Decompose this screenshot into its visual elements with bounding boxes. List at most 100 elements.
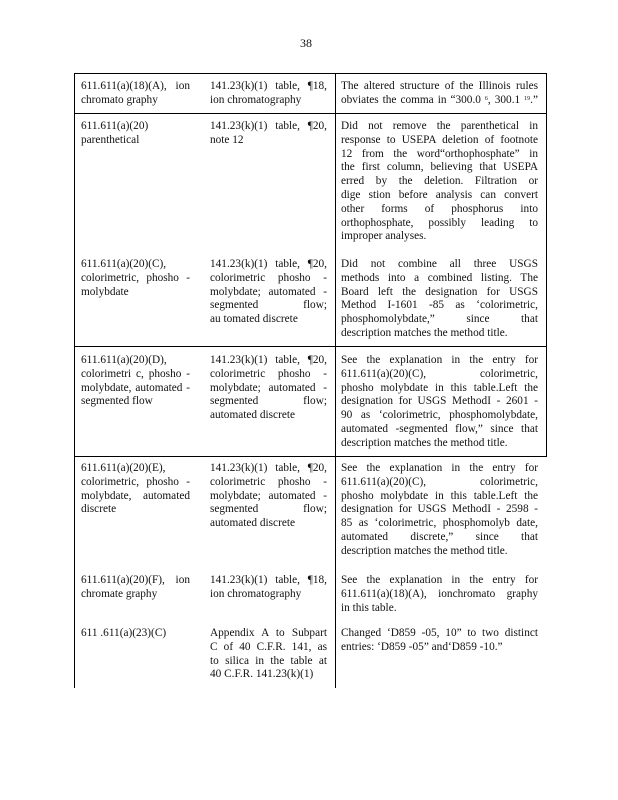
- text-line: ion chromatography: [210, 93, 302, 106]
- text-line: ion chromatography: [210, 587, 302, 600]
- row5-explanation-cell: See the explanation in the entry for 611.…: [341, 462, 538, 559]
- text-line: 141.23(k)(1) table, ¶20,: [210, 258, 327, 270]
- text-segment: .”: [530, 93, 539, 106]
- text-line: orthophosphate, possibly leading to: [341, 216, 538, 229]
- text-line: erred by the deletion. Filtration or: [341, 175, 538, 188]
- text-line: discrete: [81, 503, 117, 516]
- text-line: improper analyses.: [341, 230, 427, 243]
- text-line: the first column, believing that USEPA: [341, 161, 538, 174]
- row2-rule-cell: 611.611(a)(20) parenthetical: [81, 120, 190, 148]
- text-line: molybdate, automated: [81, 489, 190, 502]
- text-line: 141.23(k)(1) table, ¶20,: [210, 120, 327, 132]
- text-line: colorimetric phosho -: [210, 475, 327, 488]
- text-segment: obviates the comma in “300.0: [341, 93, 485, 106]
- text-line: Method I-1601 -85 as ‘colorimetric,: [341, 299, 538, 312]
- footnote-ref: 6: [484, 95, 488, 102]
- text-line: 611.611(a)(20)(C), colorimetric,: [341, 367, 538, 380]
- row4-rule-cell: 611.611(a)(20)(D), colorimetri c, phosho …: [81, 354, 190, 409]
- table-right-border: [546, 73, 547, 347]
- text-line: 611.611(a)(20)(C),: [81, 258, 167, 270]
- text-line: automated -segmented flow,” since that: [341, 422, 538, 435]
- text-line: automated discrete: [210, 409, 296, 422]
- text-line: 40 C.F.R. 141.23(k)(1): [210, 668, 314, 681]
- text-line: segmented flow: [81, 395, 153, 408]
- row3-explanation-cell: Did not combine all three USGS methods in…: [341, 258, 538, 341]
- row3-federal-cell: 141.23(k)(1) table, ¶20, colorimetric pho…: [210, 258, 327, 327]
- text-line: 141.23(k)(1) table, ¶20,: [210, 462, 327, 474]
- text-line: colorimetric phosho -: [210, 367, 327, 380]
- text-line: 141.23(k)(1) table, ¶18,: [210, 574, 327, 586]
- text-line: obviates the comma in “300.0 6, 300.1 19…: [341, 94, 538, 108]
- text-line: Board left the designation for USGS: [341, 285, 538, 298]
- text-line: designation for USGS MethodI - 2598 -: [341, 503, 538, 516]
- row7-rule-cell: 611 .611(a)(23)(C): [81, 627, 190, 641]
- column-divider: [335, 73, 336, 688]
- row-divider: [74, 113, 547, 114]
- text-line: 611.611(a)(18)(A), ionchromato graphy: [341, 587, 538, 600]
- text-line: Did not combine all three USGS: [341, 258, 538, 270]
- page-number: 38: [300, 36, 312, 50]
- text-line: 611.611(a)(20)(D),: [81, 354, 167, 366]
- text-line: See the explanation in the entry for: [341, 354, 538, 366]
- row6-rule-cell: 611.611(a)(20)(F), ion chromate graphy: [81, 574, 190, 602]
- row1-explanation-cell: The altered structure of the Illinois ru…: [341, 80, 538, 108]
- text-line: to silica in the table at: [210, 654, 327, 667]
- row1-federal-cell: 141.23(k)(1) table, ¶18, ion chromatogra…: [210, 80, 327, 108]
- text-line: entries: ‘D859 -05” and‘D859 -10.”: [341, 640, 503, 653]
- row4-explanation-cell: See the explanation in the entry for 611.…: [341, 354, 538, 451]
- text-line: designation for USGS MethodI - 2601 -: [341, 395, 538, 408]
- row7-explanation-cell: Changed ‘D859 -05, 10” to two distinct en…: [341, 627, 538, 655]
- text-line: Did not remove the parenthetical in: [341, 120, 538, 132]
- text-line: molybdate; automated -: [210, 489, 327, 502]
- text-line: molybdate: [81, 285, 129, 298]
- text-line: description matches the method title.: [341, 326, 508, 339]
- footnote-ref: 19: [524, 95, 531, 102]
- text-line: 12 from the word“orthophosphate” in: [341, 147, 538, 160]
- text-line: segmented flow;: [210, 395, 327, 408]
- text-line: au tomated discrete: [210, 313, 298, 326]
- text-line: chromato graphy: [81, 93, 158, 106]
- text-line: 141.23(k)(1) table, ¶20,: [210, 354, 327, 366]
- text-line: The altered structure of the Illinois ru…: [341, 80, 538, 92]
- text-line: 611.611(a)(20)(F), ion: [81, 574, 190, 586]
- text-line: 611 .611(a)(23)(C): [81, 627, 167, 639]
- text-line: 611.611(a)(18)(A), ion: [81, 80, 190, 92]
- text-line: C of 40 C.F.R. 141, as: [210, 640, 327, 653]
- text-line: See the explanation in the entry for: [341, 462, 538, 474]
- text-line: 85 as ‘colorimetric, phosphomolyb date,: [341, 517, 538, 530]
- text-line: See the explanation in the entry for: [341, 574, 538, 586]
- text-line: segmented flow;: [210, 299, 327, 312]
- text-line: colorimetri c, phosho -: [81, 367, 190, 380]
- text-line: methods into a combined listing. The: [341, 271, 538, 284]
- text-line: Appendix A to Subpart: [210, 627, 327, 639]
- row2-federal-cell: 141.23(k)(1) table, ¶20, note 12: [210, 120, 327, 148]
- text-line: colorimetric, phosho -: [81, 271, 190, 284]
- text-segment: , 300.1: [487, 93, 525, 106]
- text-line: 611.611(a)(20)(C), colorimetric,: [341, 475, 538, 488]
- row6-explanation-cell: See the explanation in the entry for 611.…: [341, 574, 538, 615]
- text-line: 611.611(a)(20): [81, 120, 149, 132]
- table-right-border: [546, 346, 547, 457]
- row7-federal-cell: Appendix A to Subpart C of 40 C.F.R. 141,…: [210, 627, 327, 682]
- text-line: phosho molybdate in this table.Left the: [341, 489, 538, 502]
- text-line: molybdate; automated -: [210, 381, 327, 394]
- text-line: description matches the method title.: [341, 436, 508, 449]
- text-line: phosphomolybdate,” since that: [341, 313, 538, 326]
- row-divider: [74, 346, 547, 347]
- text-line: Changed ‘D859 -05, 10” to two distinct: [341, 627, 538, 639]
- row5-federal-cell: 141.23(k)(1) table, ¶20, colorimetric pho…: [210, 462, 327, 531]
- table-left-border: [74, 73, 75, 688]
- text-line: 611.611(a)(20)(E),: [81, 462, 166, 474]
- text-line: other forms of phosphorus into: [341, 202, 538, 215]
- text-line: parenthetical: [81, 133, 140, 146]
- row6-federal-cell: 141.23(k)(1) table, ¶18, ion chromatograp…: [210, 574, 327, 602]
- text-line: in this table.: [341, 601, 397, 614]
- text-line: phosho molybdate in this table.Left the: [341, 381, 538, 394]
- table-top-border: [74, 73, 547, 74]
- text-line: molybdate, automated -: [81, 381, 190, 394]
- text-line: molybdate; automated -: [210, 285, 327, 298]
- text-line: response to USEPA deletion of footnote: [341, 133, 538, 146]
- text-line: colorimetric, phosho -: [81, 475, 190, 488]
- row4-federal-cell: 141.23(k)(1) table, ¶20, colorimetric pho…: [210, 354, 327, 423]
